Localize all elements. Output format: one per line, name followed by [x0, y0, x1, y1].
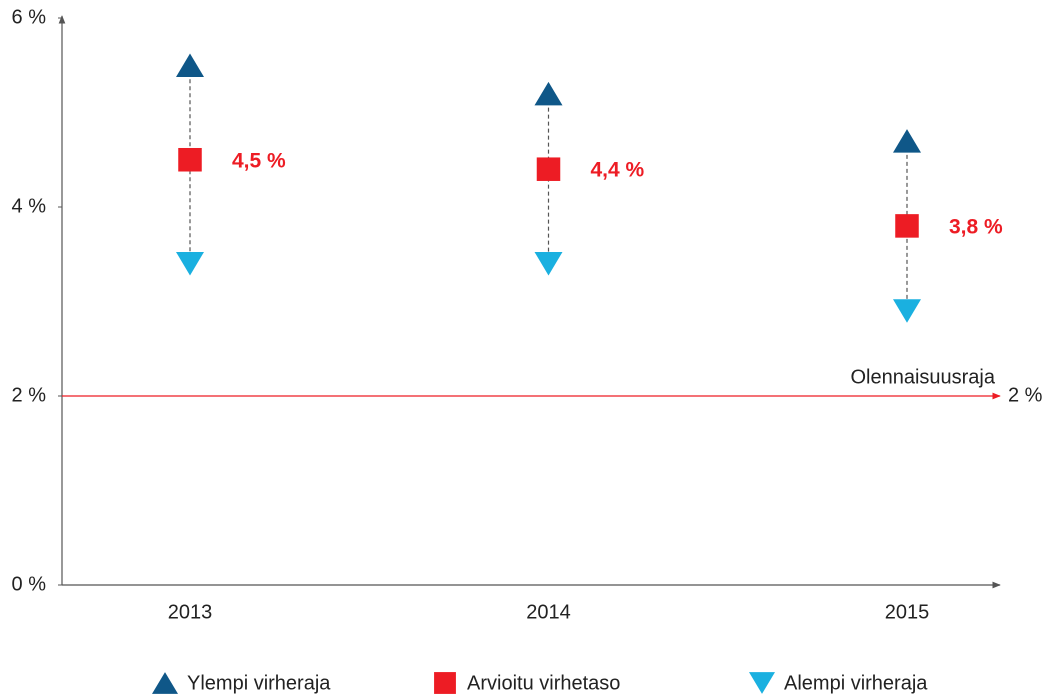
marker-square — [895, 214, 919, 238]
data-label: 4,5 % — [232, 149, 286, 172]
data-label: 3,8 % — [949, 215, 1003, 238]
marker-triangle-down — [176, 251, 204, 276]
legend-marker — [152, 672, 178, 694]
x-tick-label: 2015 — [885, 601, 930, 623]
legend-marker — [434, 672, 456, 694]
marker-triangle-down — [893, 299, 921, 323]
threshold-value-label: 2 % — [1008, 384, 1043, 406]
marker-square — [536, 157, 561, 181]
marker-triangle-up — [893, 129, 921, 153]
threshold-label: Olennaisuusraja — [850, 366, 995, 388]
y-tick-label: 0 % — [12, 573, 47, 595]
data-label: 4,4 % — [591, 159, 645, 182]
legend-marker — [749, 672, 775, 694]
marker-triangle-up — [176, 53, 204, 78]
y-tick-label: 4 % — [12, 195, 47, 217]
legend-label: Ylempi virheraja — [187, 672, 331, 694]
marker-triangle-down — [534, 251, 563, 276]
marker-triangle-up — [534, 81, 563, 106]
legend-label: Arvioitu virhetaso — [467, 672, 620, 694]
marker-square — [178, 147, 202, 172]
y-tick-label: 6 % — [12, 6, 47, 28]
x-tick-label: 2013 — [168, 601, 213, 623]
y-tick-label: 2 % — [12, 384, 47, 406]
legend-label: Alempi virheraja — [784, 672, 928, 694]
x-tick-label: 2014 — [526, 601, 571, 623]
